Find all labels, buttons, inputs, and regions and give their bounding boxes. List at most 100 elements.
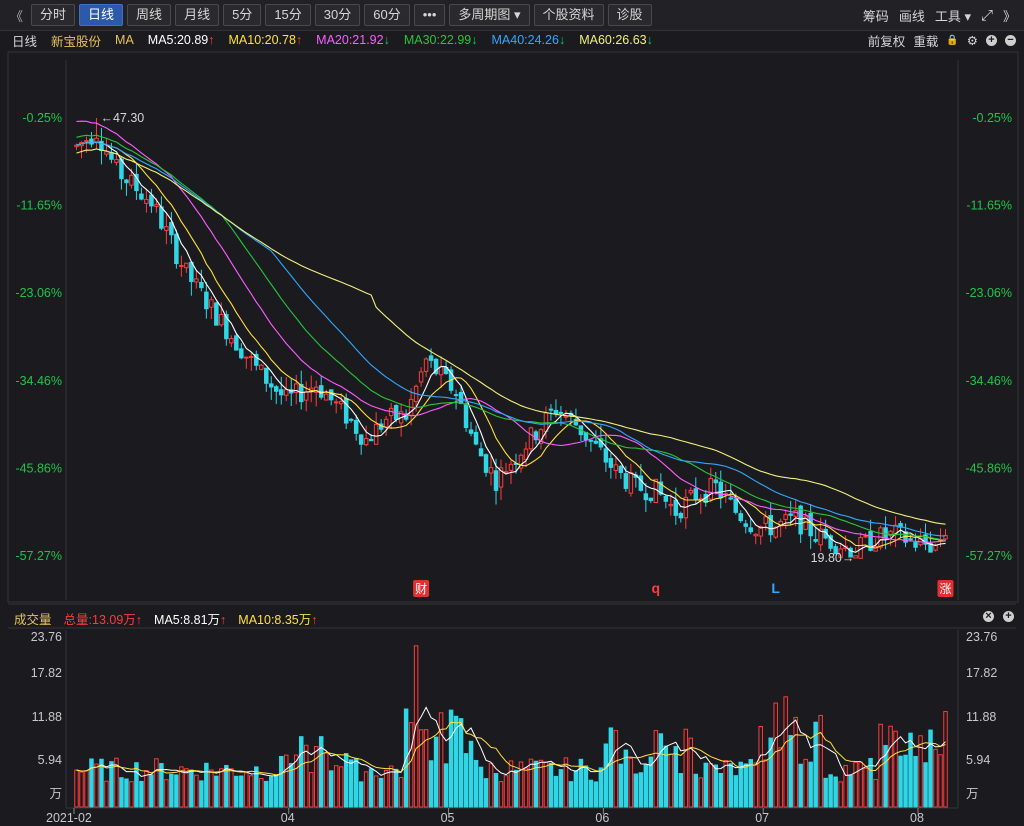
volume-bar — [99, 758, 104, 808]
volume-bar — [259, 778, 264, 808]
volume-bar — [214, 775, 219, 808]
close-volume-icon[interactable]: × — [983, 611, 994, 622]
volume-bar — [308, 772, 314, 808]
zoom-out-icon[interactable]: − — [1005, 34, 1016, 46]
volume-bar — [793, 716, 798, 808]
candle-body — [543, 412, 549, 432]
volume-bar — [209, 769, 214, 808]
tab-9[interactable]: 多周期图 ▾ — [449, 4, 530, 26]
toolbar-right-item-0[interactable]: 筹码 — [862, 8, 889, 24]
candle-body — [214, 302, 219, 326]
volume-bar — [888, 725, 893, 808]
zoom-in-icon[interactable]: + — [986, 34, 997, 46]
tab-3[interactable]: 月线 — [175, 4, 220, 26]
volume-bar — [388, 765, 394, 808]
volume-bar — [923, 762, 928, 808]
add-indicator-icon[interactable]: + — [1003, 611, 1014, 622]
tab-1[interactable]: 日线 — [79, 4, 124, 26]
candle-body — [708, 477, 714, 500]
settings-icon[interactable]: ⚙ — [966, 33, 978, 48]
candle-body — [458, 391, 464, 404]
tab-5[interactable]: 15分 — [265, 4, 311, 26]
volume-bar — [338, 766, 344, 808]
volume-bar — [708, 763, 714, 808]
volume-bar — [738, 761, 743, 808]
volume-bar — [653, 730, 659, 808]
volume-bar — [264, 780, 269, 808]
volume-bar — [169, 773, 174, 808]
candle-body — [169, 222, 174, 236]
info-right-item-0[interactable]: 前复权 — [867, 34, 906, 49]
candle-body — [908, 538, 913, 541]
candle-body — [833, 546, 838, 555]
tab-2[interactable]: 周线 — [127, 4, 172, 26]
volume-bar — [119, 777, 124, 808]
x-axis-label: 06 — [595, 811, 609, 825]
volume-bar — [239, 775, 244, 808]
candle-body — [873, 546, 878, 552]
candle-body — [159, 206, 164, 229]
volume-bar — [284, 754, 289, 808]
collapse-right-icon[interactable]: 》 — [1002, 8, 1016, 24]
volume-bar — [718, 772, 724, 808]
volume-bar — [473, 759, 479, 808]
candle-body — [199, 281, 204, 289]
candle-body — [109, 151, 114, 160]
tab-10[interactable]: 个股资料 — [533, 4, 604, 26]
candle-body — [518, 454, 524, 469]
candle-body — [124, 179, 129, 184]
candle-body — [353, 420, 359, 434]
volume-bar — [199, 780, 204, 808]
candle-body — [733, 498, 738, 513]
candle-body — [224, 314, 229, 340]
volume-bar — [134, 762, 139, 808]
expand-icon[interactable]: ⤢ — [980, 6, 993, 24]
volume-axis-right-label: 23.76 — [966, 630, 997, 644]
volume-bar — [693, 773, 699, 808]
candle-body — [638, 475, 644, 491]
tab-4[interactable]: 5分 — [223, 4, 262, 26]
volume-bar — [109, 761, 114, 808]
volume-bar — [538, 759, 544, 808]
volume-bar — [443, 763, 449, 808]
volume-bar — [543, 761, 549, 808]
price-axis-left-label: -34.46% — [15, 374, 62, 388]
volume-bar — [393, 768, 399, 808]
price-axis-right-label: -11.65% — [966, 199, 1012, 213]
candle-body — [89, 138, 94, 145]
tab-7[interactable]: 60分 — [364, 4, 410, 26]
volume-ma10-line — [76, 721, 946, 776]
volume-bar — [858, 761, 863, 808]
volume-bar — [598, 767, 604, 808]
tab-6[interactable]: 30分 — [314, 4, 361, 26]
volume-bar — [938, 754, 943, 808]
candle-body — [149, 194, 154, 207]
volume-bar — [808, 761, 813, 808]
volume-bar — [528, 758, 534, 808]
candle-body — [678, 512, 684, 519]
tab-0[interactable]: 分时 — [31, 4, 76, 26]
ma-value-4: MA40:24.26↓ — [491, 33, 566, 47]
volume-bar — [493, 773, 499, 808]
candle-body — [548, 408, 554, 411]
lock-icon[interactable]: 🔒 — [946, 34, 959, 46]
toolbar-right-item-2[interactable]: 工具 ▾ — [934, 8, 971, 24]
x-axis-label: 07 — [755, 811, 769, 825]
volume-bar — [788, 734, 793, 808]
collapse-left-icon[interactable]: 《 — [10, 8, 24, 24]
volume-bar — [303, 744, 309, 808]
volume-bar — [638, 772, 644, 808]
volume-bar — [114, 757, 119, 808]
volume-bar — [623, 749, 629, 808]
candle-body — [333, 401, 339, 404]
candle-body — [658, 481, 664, 495]
tab-11[interactable]: 诊股 — [607, 4, 652, 26]
volume-bar — [244, 772, 249, 808]
tab-8[interactable]: ••• — [413, 4, 446, 26]
toolbar-right-item-1[interactable]: 画线 — [898, 8, 925, 24]
candle-body — [174, 233, 179, 264]
info-right-item-1[interactable]: 重载 — [913, 34, 939, 49]
candle-body — [508, 463, 514, 471]
volume-bar — [298, 736, 304, 808]
